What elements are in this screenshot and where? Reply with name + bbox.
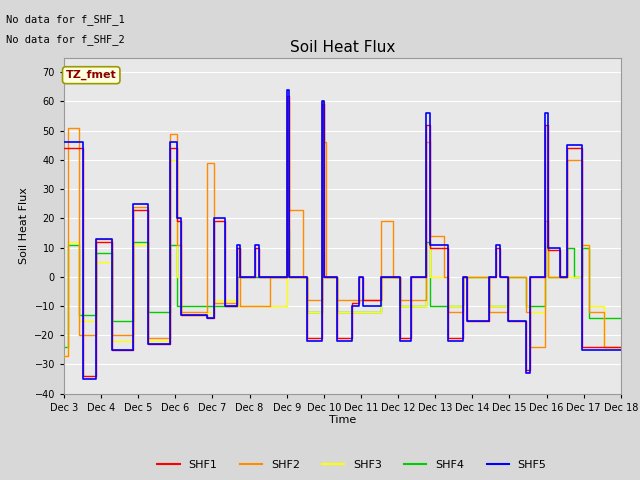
X-axis label: Time: Time bbox=[329, 415, 356, 425]
Legend: SHF1, SHF2, SHF3, SHF4, SHF5: SHF1, SHF2, SHF3, SHF4, SHF5 bbox=[153, 456, 551, 474]
Text: No data for f_SHF_2: No data for f_SHF_2 bbox=[6, 34, 125, 45]
Text: TZ_fmet: TZ_fmet bbox=[66, 70, 116, 80]
Text: No data for f_SHF_1: No data for f_SHF_1 bbox=[6, 14, 125, 25]
Title: Soil Heat Flux: Soil Heat Flux bbox=[290, 40, 395, 55]
Y-axis label: Soil Heat Flux: Soil Heat Flux bbox=[19, 187, 29, 264]
